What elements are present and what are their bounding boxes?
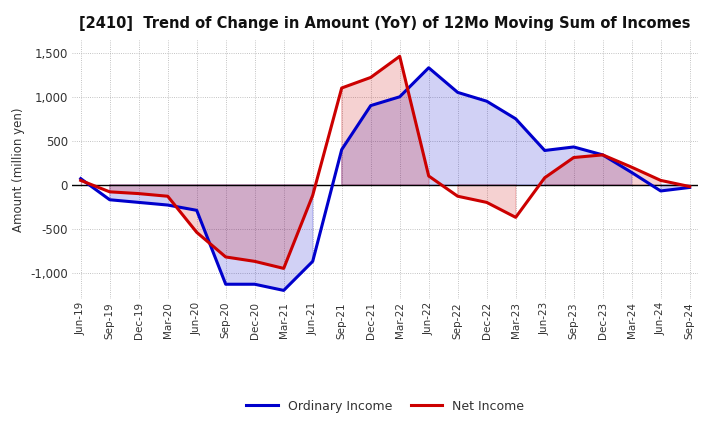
Net Income [511,215,520,220]
Ordinary Income [163,202,172,208]
Ordinary Income [395,94,404,99]
Net Income [598,152,607,158]
Ordinary Income [511,116,520,121]
Net Income [163,194,172,199]
Net Income [105,189,114,194]
Ordinary Income [598,152,607,158]
Net Income [685,184,694,189]
Ordinary Income [627,170,636,175]
Net Income [627,165,636,170]
Ordinary Income [338,147,346,152]
Ordinary Income [251,282,259,287]
Net Income [454,194,462,199]
Ordinary Income [192,208,201,213]
Net Income [338,85,346,91]
Ordinary Income [366,103,375,108]
Net Income [424,173,433,179]
Ordinary Income [279,288,288,293]
Net Income [541,175,549,180]
Ordinary Income [482,99,491,104]
Ordinary Income [135,200,143,205]
Ordinary Income [76,176,85,181]
Net Income [308,193,317,198]
Net Income [135,191,143,196]
Net Income [76,178,85,183]
Line: Ordinary Income: Ordinary Income [81,68,690,290]
Net Income [221,254,230,260]
Y-axis label: Amount (million yen): Amount (million yen) [12,107,24,231]
Net Income [366,75,375,80]
Net Income [395,54,404,59]
Ordinary Income [221,282,230,287]
Ordinary Income [570,144,578,150]
Ordinary Income [424,65,433,70]
Net Income [657,178,665,183]
Ordinary Income [308,259,317,264]
Legend: Ordinary Income, Net Income: Ordinary Income, Net Income [241,395,529,418]
Net Income [279,266,288,271]
Ordinary Income [454,90,462,95]
Net Income [570,155,578,160]
Net Income [192,230,201,235]
Ordinary Income [105,197,114,202]
Ordinary Income [541,148,549,153]
Title: [2410]  Trend of Change in Amount (YoY) of 12Mo Moving Sum of Incomes: [2410] Trend of Change in Amount (YoY) o… [79,16,691,32]
Net Income [251,259,259,264]
Line: Net Income: Net Income [81,56,690,268]
Ordinary Income [657,188,665,194]
Ordinary Income [685,185,694,190]
Net Income [482,200,491,205]
